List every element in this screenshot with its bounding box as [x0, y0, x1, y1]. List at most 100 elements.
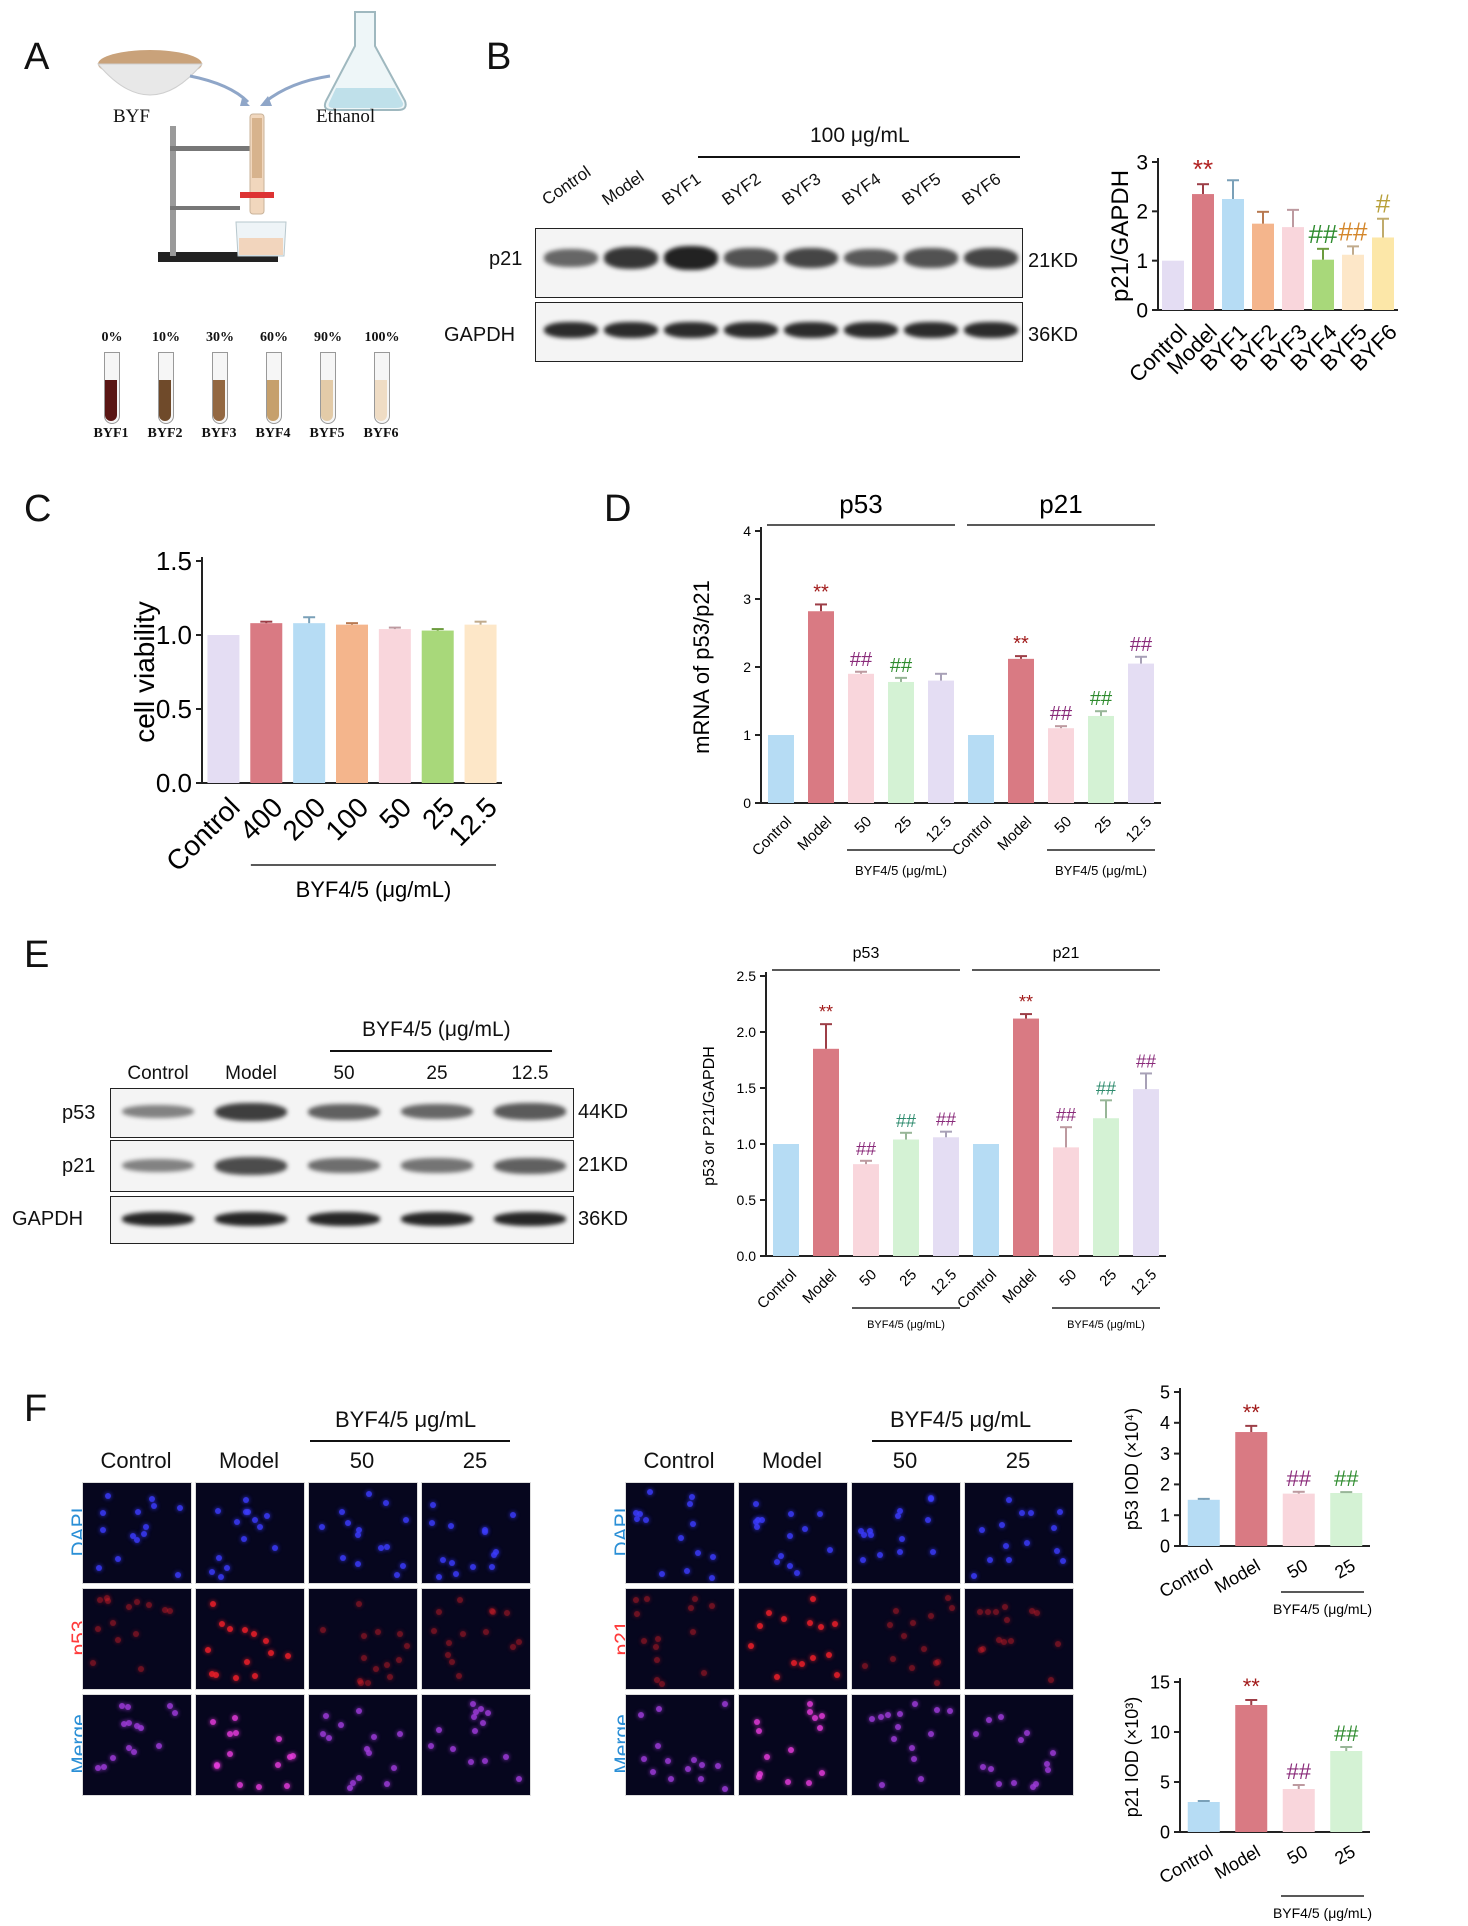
- if-nucleus: [755, 1517, 762, 1524]
- if-nucleus: [901, 1632, 908, 1639]
- if-nucleus: [777, 1552, 784, 1559]
- x-tick-label: Model: [799, 1266, 840, 1307]
- blot-band-p21: [904, 248, 958, 268]
- if-nucleus: [908, 1745, 915, 1752]
- blot-band-p21: [964, 247, 1018, 269]
- if-nucleus: [934, 1659, 941, 1666]
- if-nucleus: [978, 1646, 985, 1653]
- fraction-name-label: BYF1: [93, 426, 129, 441]
- dose-bar-e: [330, 1050, 552, 1052]
- if-nucleus: [654, 1742, 661, 1749]
- bar: [893, 1139, 919, 1256]
- bar: [928, 680, 954, 803]
- panel-letter-f: F: [24, 1388, 48, 1430]
- if-nucleus: [449, 1658, 456, 1665]
- bar: [1235, 1432, 1268, 1546]
- if-nucleus: [283, 1782, 290, 1789]
- if-nucleus: [918, 1776, 925, 1783]
- if-nucleus: [227, 1751, 234, 1758]
- if-nucleus: [1034, 1610, 1041, 1617]
- if-nucleus: [94, 1764, 101, 1771]
- if-image-tile: [308, 1482, 418, 1584]
- if-image-tile: [738, 1694, 848, 1796]
- if-nucleus: [357, 1678, 364, 1685]
- if-nucleus: [470, 1714, 477, 1721]
- if-nucleus: [237, 1782, 244, 1789]
- if-nucleus: [834, 1671, 841, 1678]
- kd-label-p53-e: 44KD: [578, 1101, 629, 1123]
- if-nucleus: [656, 1705, 663, 1712]
- if-nucleus: [96, 1596, 103, 1603]
- significance-label: ##: [890, 655, 913, 677]
- if-nucleus: [807, 1620, 813, 1627]
- bar: [933, 1137, 959, 1256]
- if-nucleus: [896, 1508, 903, 1515]
- bar: [1088, 715, 1114, 803]
- if-nucleus: [1048, 1677, 1055, 1684]
- fraction-liquid: [321, 380, 333, 421]
- blot-band-p21: [724, 248, 778, 268]
- dose-label-f-right: BYF4/5 μg/mL: [890, 1407, 1032, 1432]
- if-nucleus: [477, 1705, 484, 1712]
- significance-label: ##: [1096, 1078, 1116, 1098]
- if-nucleus: [649, 1768, 656, 1775]
- y-tick-label: 0: [1160, 1822, 1170, 1842]
- if-nucleus: [110, 1620, 117, 1627]
- if-nucleus: [987, 1765, 994, 1772]
- if-nucleus: [491, 1552, 498, 1559]
- if-nucleus: [233, 1675, 240, 1681]
- if-nucleus: [504, 1610, 511, 1617]
- bar: [207, 635, 240, 783]
- panel-letter-d: D: [604, 488, 632, 530]
- if-nucleus: [934, 1679, 941, 1686]
- if-nucleus: [993, 1609, 1000, 1616]
- if-nucleus: [633, 1597, 640, 1603]
- if-nucleus: [227, 1731, 234, 1738]
- if-nucleus: [757, 1771, 764, 1778]
- blot-band-gapdh: [904, 322, 958, 338]
- fraction-liquid: [213, 380, 225, 421]
- if-nucleus: [400, 1562, 407, 1569]
- y-tick-label: 1: [743, 727, 751, 743]
- lane-label-b: BYF6: [958, 169, 1005, 210]
- if-nucleus: [319, 1626, 326, 1633]
- bar: [1312, 259, 1334, 310]
- if-nucleus: [171, 1710, 178, 1717]
- fraction-name-label: BYF3: [201, 426, 237, 441]
- y-axis-label: p21 IOD (×10³): [1122, 1697, 1142, 1818]
- lane-label-b: Control: [538, 162, 595, 210]
- y-tick-label: 1: [1160, 1506, 1170, 1526]
- if-nucleus: [892, 1607, 899, 1614]
- if-image-tile: [195, 1588, 305, 1690]
- if-nucleus: [449, 1560, 456, 1567]
- if-nucleus: [698, 1761, 705, 1768]
- y-tick-label: 1.0: [737, 1136, 757, 1152]
- blot-band-p53-e: [494, 1103, 566, 1120]
- if-nucleus: [773, 1674, 780, 1681]
- if-nucleus: [285, 1653, 292, 1660]
- significance-label: **: [1243, 1400, 1261, 1425]
- if-nucleus: [446, 1640, 453, 1647]
- if-nucleus: [167, 1703, 174, 1710]
- if-nucleus: [459, 1630, 466, 1637]
- if-nucleus: [126, 1720, 133, 1727]
- bar: [853, 1164, 879, 1256]
- if-image-tile: [82, 1482, 192, 1584]
- if-nucleus: [784, 1778, 791, 1785]
- fraction-percent-label: 0%: [101, 330, 123, 345]
- if-image-tile: [964, 1482, 1074, 1584]
- if-nucleus: [488, 1608, 495, 1615]
- if-nucleus: [217, 1573, 224, 1580]
- if-nucleus: [435, 1609, 442, 1616]
- if-nucleus: [722, 1701, 729, 1708]
- if-nucleus: [355, 1708, 362, 1715]
- x-tick-label: Model: [1211, 1841, 1263, 1883]
- if-nucleus: [252, 1517, 259, 1524]
- blot-row-label-gapdh: GAPDH: [444, 324, 516, 346]
- if-nucleus: [355, 1561, 362, 1568]
- x-tick-label: 50: [373, 791, 417, 835]
- if-nucleus: [756, 1727, 763, 1734]
- if-nucleus: [690, 1629, 697, 1636]
- blot-band-gapdh: [964, 322, 1018, 338]
- blot-band-gapdh: [724, 322, 778, 338]
